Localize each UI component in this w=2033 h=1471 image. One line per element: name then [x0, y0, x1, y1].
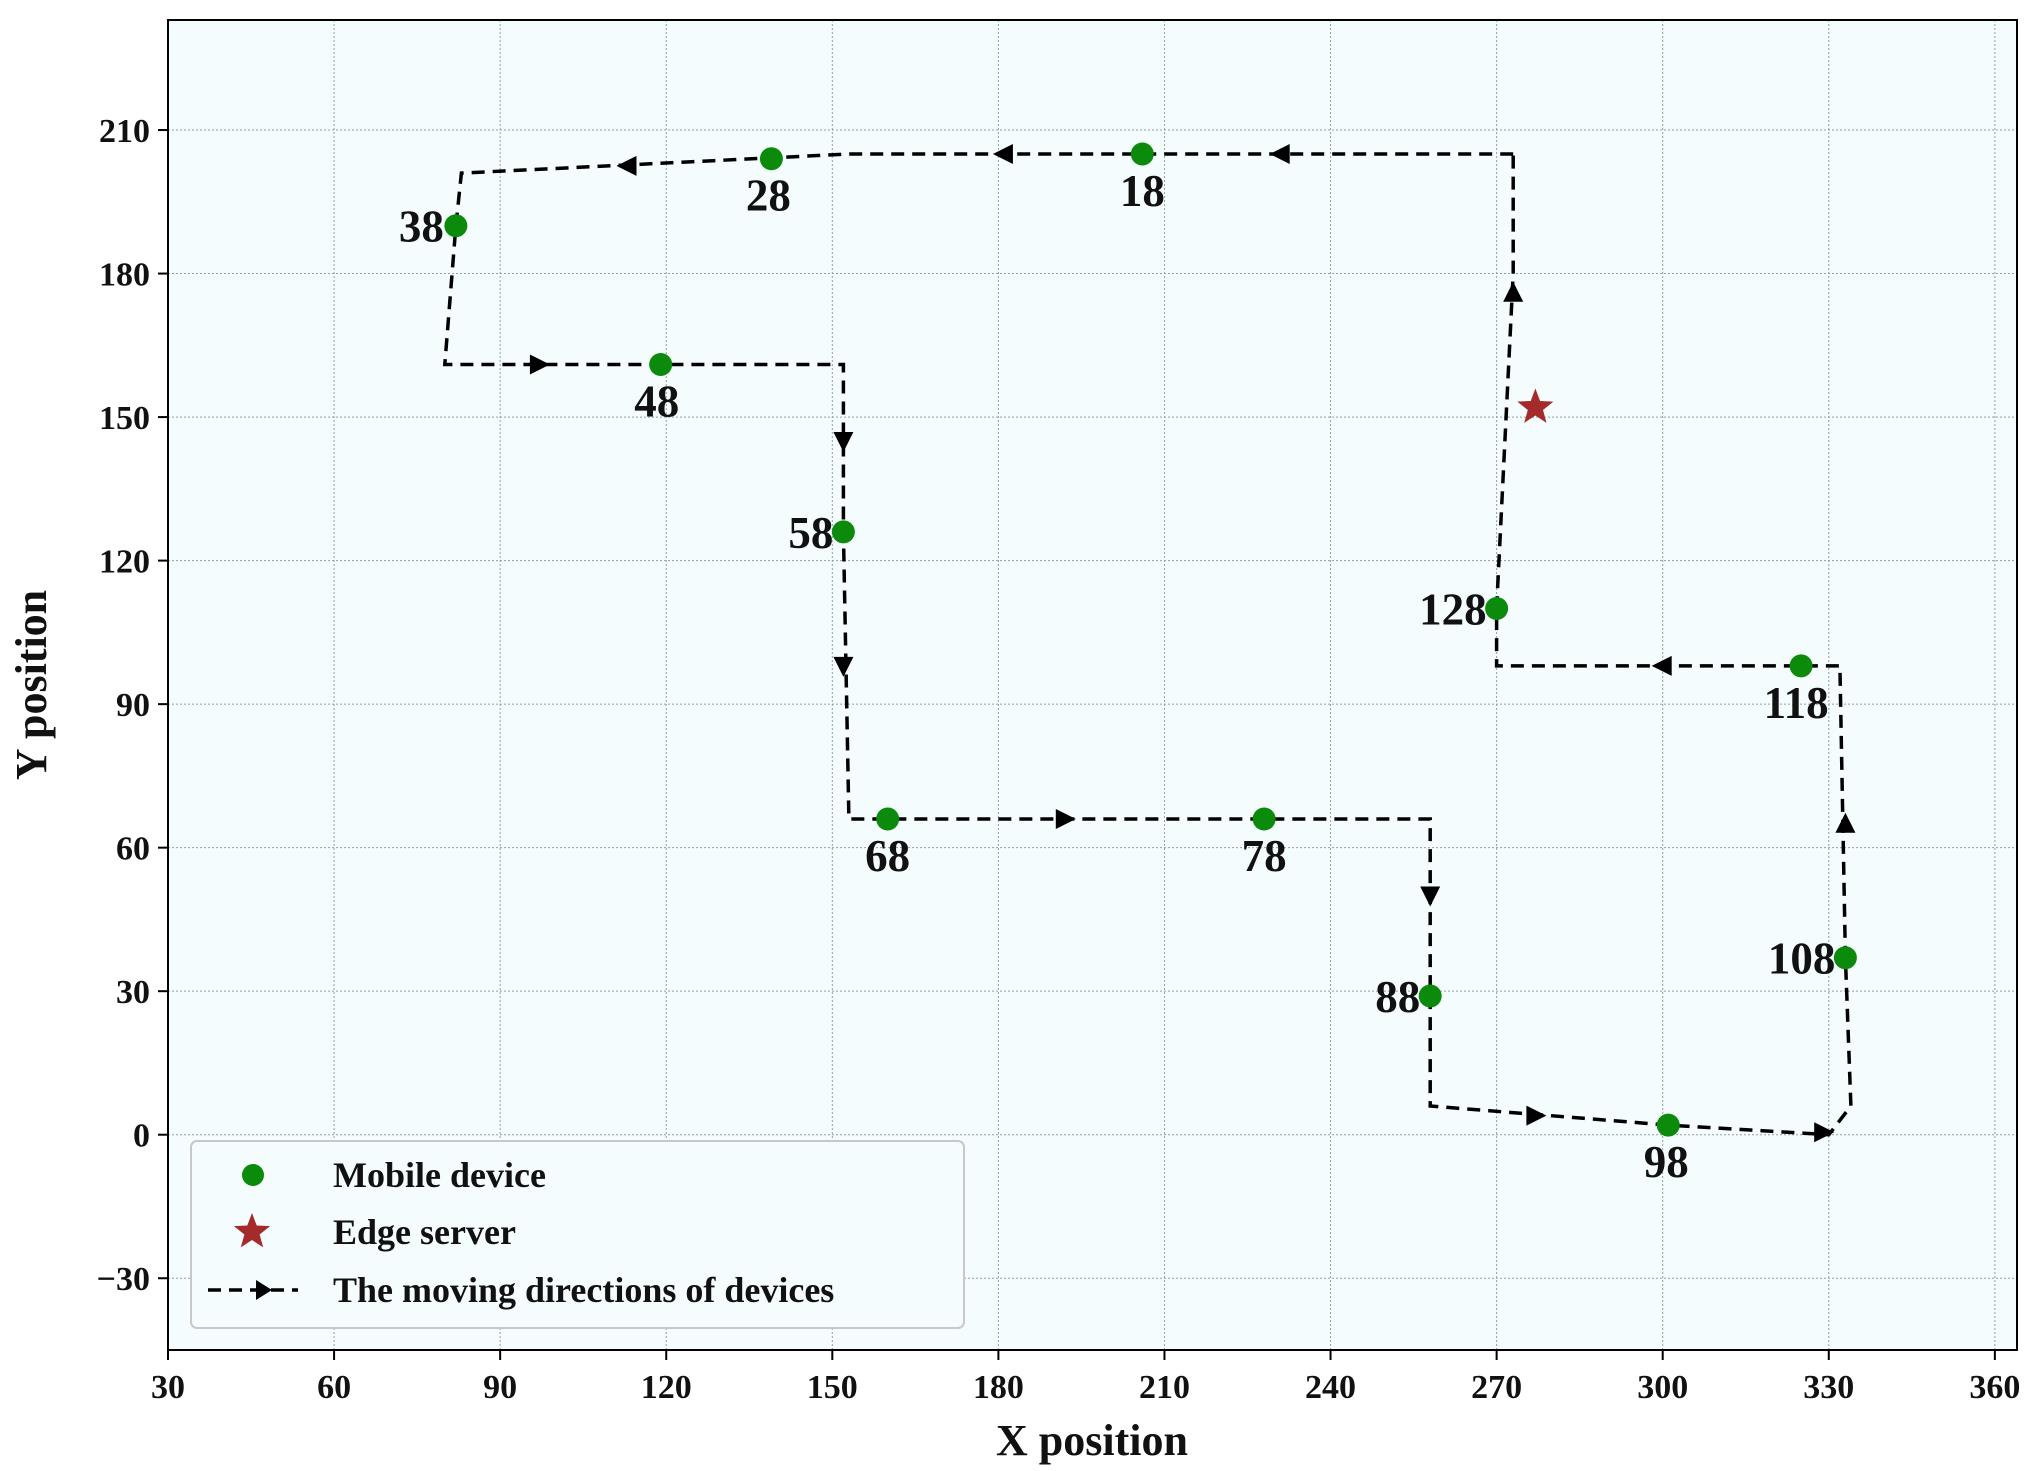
x-tick-label: 30	[151, 1369, 185, 1406]
legend: Mobile device Edge server The moving dir…	[190, 1140, 965, 1329]
legend-server-label: Edge server	[333, 1212, 516, 1252]
direction-arrow	[1651, 655, 1672, 676]
x-tick-label: 270	[1471, 1369, 1522, 1406]
edge-server	[1517, 388, 1554, 423]
legend-path-arrow	[256, 1280, 272, 1300]
direction-arrow	[616, 155, 637, 176]
device-point	[1656, 1113, 1680, 1137]
device-point	[1485, 596, 1509, 620]
x-tick-label: 360	[1969, 1369, 2020, 1406]
trajectory-line	[442, 152, 1853, 1137]
device-point	[831, 520, 855, 544]
device-point-label: 88	[1375, 972, 1420, 1022]
edge-server-star	[1517, 388, 1554, 423]
device-point-label: 78	[1242, 831, 1287, 881]
legend-device-marker	[242, 1164, 264, 1186]
legend-device-label: Mobile device	[333, 1155, 546, 1195]
legend-server-marker	[233, 1213, 271, 1248]
device-point	[1789, 654, 1813, 678]
direction-arrow	[1503, 281, 1524, 302]
direction-arrow	[1269, 144, 1290, 164]
y-tick-label: 30	[116, 974, 150, 1011]
x-tick-label: 300	[1637, 1369, 1688, 1406]
x-tick-label: 120	[641, 1369, 692, 1406]
y-tick-label: 90	[116, 687, 150, 724]
y-tick-label: −30	[97, 1261, 150, 1298]
direction-arrows	[529, 144, 1856, 1143]
device-point-label: 128	[1419, 584, 1487, 634]
x-tick-label: 240	[1305, 1369, 1356, 1406]
direction-arrow	[529, 354, 550, 375]
grid	[167, 20, 2017, 1350]
direction-arrow	[1055, 809, 1076, 829]
x-tick-label: 330	[1803, 1369, 1854, 1406]
direction-arrow	[992, 144, 1013, 164]
device-point	[444, 214, 468, 238]
device-point	[876, 807, 900, 831]
plot-frame	[167, 19, 2018, 1351]
x-tick-label: 210	[1139, 1369, 1190, 1406]
device-point-label: 18	[1120, 166, 1165, 216]
device-point	[1130, 142, 1154, 166]
direction-arrow	[1526, 1105, 1547, 1126]
device-point	[1833, 946, 1857, 970]
device-point-label: 108	[1768, 934, 1836, 984]
device-point	[1418, 984, 1442, 1008]
x-tick-label: 150	[807, 1369, 858, 1406]
direction-arrow	[1420, 886, 1441, 907]
y-tick-label: 150	[99, 400, 150, 437]
device-point-label: 68	[865, 831, 910, 881]
moving-path	[442, 152, 1853, 1137]
device-point	[759, 147, 783, 171]
x-tick-label: 60	[317, 1369, 351, 1406]
legend-box	[190, 1140, 965, 1329]
direction-arrow	[833, 432, 854, 452]
direction-arrow	[833, 656, 854, 677]
device-point-label: 58	[788, 508, 833, 558]
direction-arrow	[1835, 812, 1856, 833]
device-point-label: 48	[634, 376, 679, 426]
y-tick-label: 120	[99, 544, 150, 581]
device-point	[649, 352, 673, 376]
x-tick-label: 180	[973, 1369, 1024, 1406]
device-point-label: 98	[1644, 1137, 1689, 1187]
x-tick-label: 90	[483, 1369, 517, 1406]
axis-ticks: 30 60 90 120 150 180 210 240 270 300 330 360 −30 0 30 6…	[97, 113, 2021, 1406]
y-tick-label: 60	[116, 831, 150, 868]
y-tick-label: 0	[133, 1118, 150, 1155]
legend-path-label: The moving directions of devices	[333, 1270, 834, 1310]
direction-arrow	[1814, 1122, 1835, 1143]
device-point-label: 118	[1764, 678, 1829, 728]
y-axis-title: Y position	[7, 590, 56, 780]
device-point	[1252, 807, 1276, 831]
device-points: 18 28 38 48 58 68 78 88 98 108 118 128	[399, 142, 1857, 1187]
y-tick-label: 210	[99, 113, 150, 150]
device-point-label: 38	[399, 202, 444, 252]
device-point-label: 28	[746, 171, 791, 221]
y-tick-label: 180	[99, 257, 150, 294]
x-axis-title: X position	[996, 1416, 1188, 1465]
